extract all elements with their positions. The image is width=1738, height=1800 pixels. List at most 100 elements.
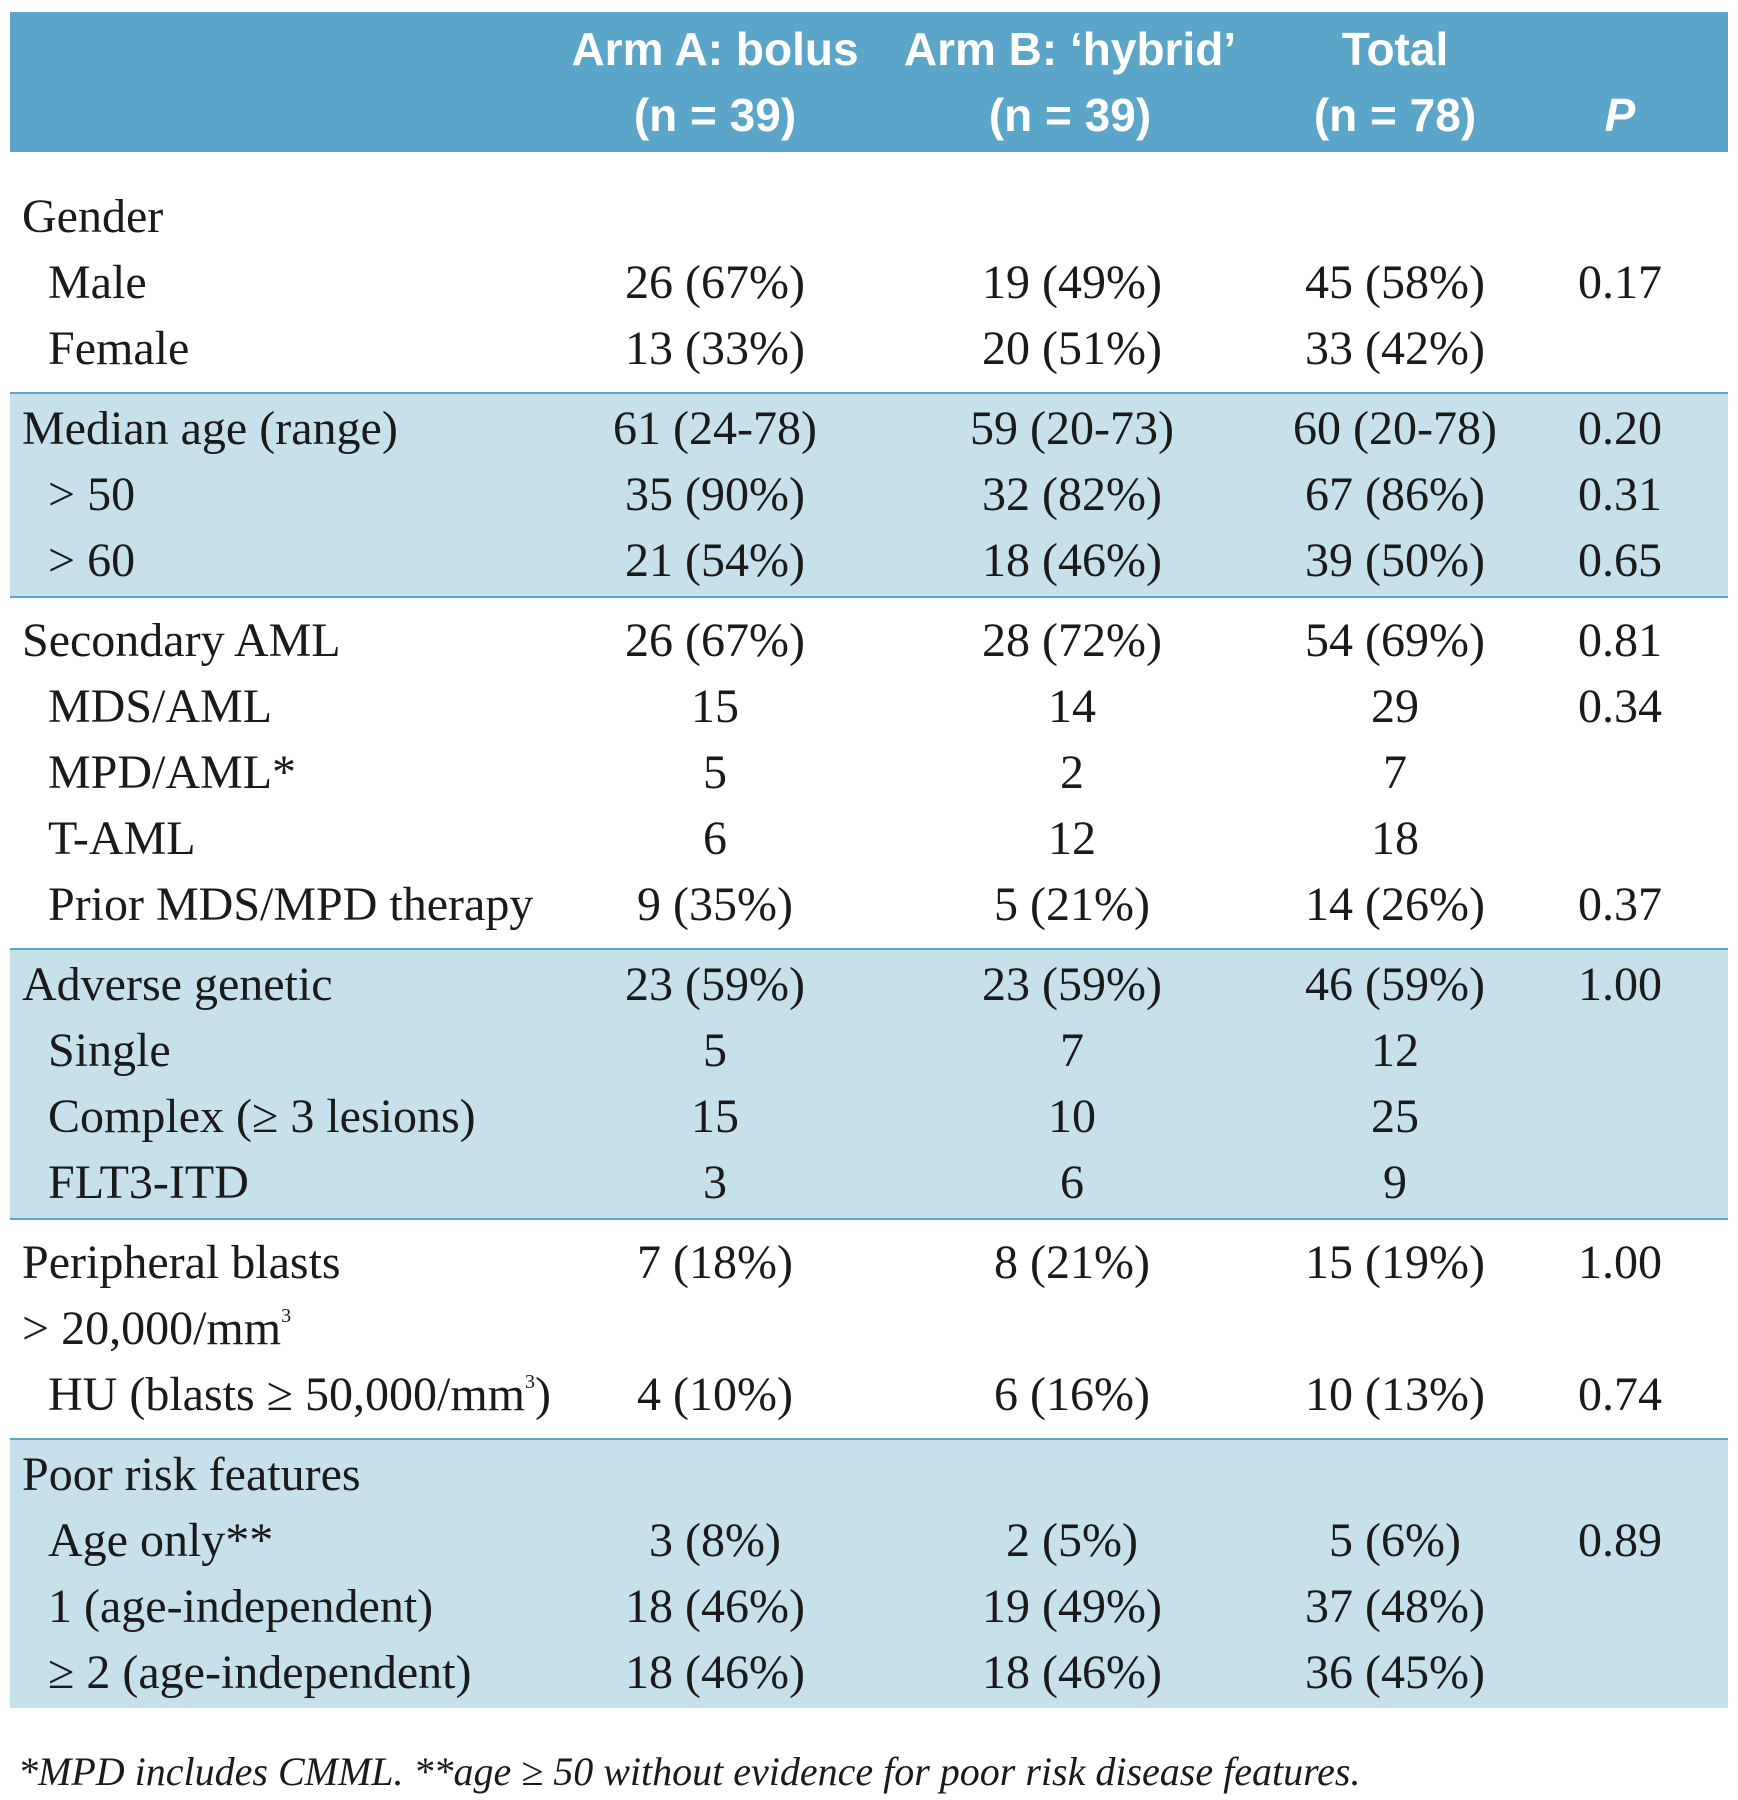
row-label-text: HU (blasts ≥ 50,000/mm <box>48 1368 525 1421</box>
cell-total <box>1275 1296 1515 1362</box>
cell-total: 29 <box>1371 680 1419 733</box>
row-label-text: Gender <box>22 190 164 243</box>
cell-arm-b <box>952 1296 1192 1362</box>
cell-arm-a: 26 (67%) <box>625 256 805 309</box>
cell-p: 0.31 <box>1578 468 1662 521</box>
cell-arm-a <box>595 1442 835 1508</box>
row-label-text: ≥ 2 (age-independent) <box>48 1646 472 1699</box>
row-label-text: Prior MDS/MPD therapy <box>48 878 534 931</box>
cell-p: 0.65 <box>1578 534 1662 587</box>
cell-arm-b: 6 <box>1060 1156 1084 1209</box>
row-label-text: MDS/AML <box>48 680 273 733</box>
cell-total: 33 (42%) <box>1305 322 1485 375</box>
header-total-title: Total <box>1341 23 1449 75</box>
row-label-text: Complex (≥ 3 lesions) <box>48 1090 476 1143</box>
cell-arm-a: 21 (54%) <box>625 534 805 587</box>
cell-total <box>1275 184 1515 250</box>
row-label-text: Secondary AML <box>22 614 341 667</box>
data-table: Arm A: bolus (n = 39) Arm B: ‘hybrid’ (n… <box>10 12 1728 1708</box>
cell-p <box>1500 1150 1738 1216</box>
cell-p: 1.00 <box>1578 1236 1662 1289</box>
row-label: Median age (range) <box>22 396 398 462</box>
table-row: > 50 35 (90%) 32 (82%) 67 (86%) 0.31 <box>10 462 1728 528</box>
row-label-text: MPD/AML* <box>48 746 297 799</box>
cell-p <box>1500 806 1738 872</box>
cell-total: 9 <box>1383 1156 1407 1209</box>
cell-arm-a: 35 (90%) <box>625 468 805 521</box>
header-arm-a-title: Arm A: bolus <box>571 23 859 75</box>
cell-arm-b: 2 <box>1060 746 1084 799</box>
cell-total: 60 (20-78) <box>1293 402 1497 455</box>
cell-p <box>1500 316 1738 382</box>
row-label: Single <box>48 1018 171 1084</box>
table-row: Single 5 7 12 <box>10 1018 1728 1084</box>
cell-total: 7 <box>1383 746 1407 799</box>
row-group: Adverse genetic 23 (59%) 23 (59%) 46 (59%) 1… <box>10 950 1728 1220</box>
row-label-text: > 50 <box>48 468 136 521</box>
cell-total: 12 <box>1371 1024 1419 1077</box>
cell-total <box>1275 1442 1515 1508</box>
cell-arm-b <box>952 184 1192 250</box>
cell-arm-a: 7 (18%) <box>637 1236 793 1289</box>
cell-p: 0.17 <box>1578 256 1662 309</box>
row-group: Poor risk features Age only** 3 (8%) 2 (5%)… <box>10 1440 1728 1708</box>
row-label: > 60 <box>48 528 135 594</box>
cell-arm-a: 13 (33%) <box>625 322 805 375</box>
row-label-text: Male <box>48 256 147 309</box>
table-body: Gender Male 26 (67%) 19 (49%) 45 (58%) 0.17 Fe… <box>10 174 1728 1708</box>
cell-arm-a: 3 <box>703 1156 727 1209</box>
row-label: MDS/AML <box>48 674 272 740</box>
cell-arm-a: 4 (10%) <box>637 1368 793 1421</box>
table-row: HU (blasts ≥ 50,000/mm3) 4 (10%) 6 (16%) 10… <box>10 1362 1728 1428</box>
header-total-n: (n = 78) <box>1313 89 1477 141</box>
row-label-text: > 60 <box>48 534 136 587</box>
cell-arm-b: 12 <box>1048 812 1096 865</box>
cell-arm-b: 59 (20-73) <box>970 402 1174 455</box>
header-spacer <box>10 152 1728 174</box>
cell-p <box>1500 1640 1738 1706</box>
row-label-text: FLT3-ITD <box>48 1156 249 1209</box>
header-p: P <box>1604 89 1636 141</box>
table-row: Age only** 3 (8%) 2 (5%) 5 (6%) 0.89 <box>10 1508 1728 1574</box>
cell-total: 39 (50%) <box>1305 534 1485 587</box>
table-row: 1 (age-independent) 18 (46%) 19 (49%) 37 (4… <box>10 1574 1728 1640</box>
cell-arm-a: 18 (46%) <box>625 1580 805 1633</box>
table-row: Male 26 (67%) 19 (49%) 45 (58%) 0.17 <box>10 250 1728 316</box>
cell-p <box>1500 1296 1738 1362</box>
cell-p: 0.74 <box>1578 1368 1662 1421</box>
cell-p <box>1500 1442 1738 1508</box>
row-label-text: T-AML <box>48 812 196 865</box>
row-label: Poor risk features <box>22 1442 361 1508</box>
table-header: Arm A: bolus (n = 39) Arm B: ‘hybrid’ (n… <box>10 12 1728 152</box>
row-label: Complex (≥ 3 lesions) <box>48 1084 476 1150</box>
row-label: T-AML <box>48 806 196 872</box>
cell-arm-b: 7 <box>1060 1024 1084 1077</box>
row-group: Peripheral blasts 7 (18%) 8 (21%) 15 (19%) 1… <box>10 1220 1728 1440</box>
cell-arm-a: 23 (59%) <box>625 958 805 1011</box>
row-label: > 20,000/mm3 <box>22 1296 291 1362</box>
header-arm-b-n: (n = 39) <box>988 89 1152 141</box>
row-label-text: Age only** <box>48 1514 274 1567</box>
table-row: > 20,000/mm3 <box>10 1296 1728 1362</box>
cell-total: 10 (13%) <box>1305 1368 1485 1421</box>
cell-total: 18 <box>1371 812 1419 865</box>
cell-total: 37 (48%) <box>1305 1580 1485 1633</box>
cell-total: 46 (59%) <box>1305 958 1485 1011</box>
row-label: > 50 <box>48 462 135 528</box>
cell-p: 1.00 <box>1578 958 1662 1011</box>
row-label-text: Median age (range) <box>22 402 398 455</box>
table-row: MPD/AML* 5 2 7 <box>10 740 1728 806</box>
table-row: MDS/AML 15 14 29 0.34 <box>10 674 1728 740</box>
row-label-text: > 20,000/mm <box>22 1302 282 1355</box>
row-label: Gender <box>22 184 163 250</box>
row-label-text: 1 (age-independent) <box>48 1580 434 1633</box>
table-row: Secondary AML 26 (67%) 28 (72%) 54 (69%) 0.8… <box>10 608 1728 674</box>
cell-arm-b: 6 (16%) <box>994 1368 1150 1421</box>
row-label: ≥ 2 (age-independent) <box>48 1640 472 1706</box>
cell-arm-b: 18 (46%) <box>982 1646 1162 1699</box>
row-label: Age only** <box>48 1508 273 1574</box>
cell-total: 45 (58%) <box>1305 256 1485 309</box>
table-row: Complex (≥ 3 lesions) 15 10 25 <box>10 1084 1728 1150</box>
table-row: Peripheral blasts 7 (18%) 8 (21%) 15 (19%) 1… <box>10 1230 1728 1296</box>
table-row: > 60 21 (54%) 18 (46%) 39 (50%) 0.65 <box>10 528 1728 594</box>
